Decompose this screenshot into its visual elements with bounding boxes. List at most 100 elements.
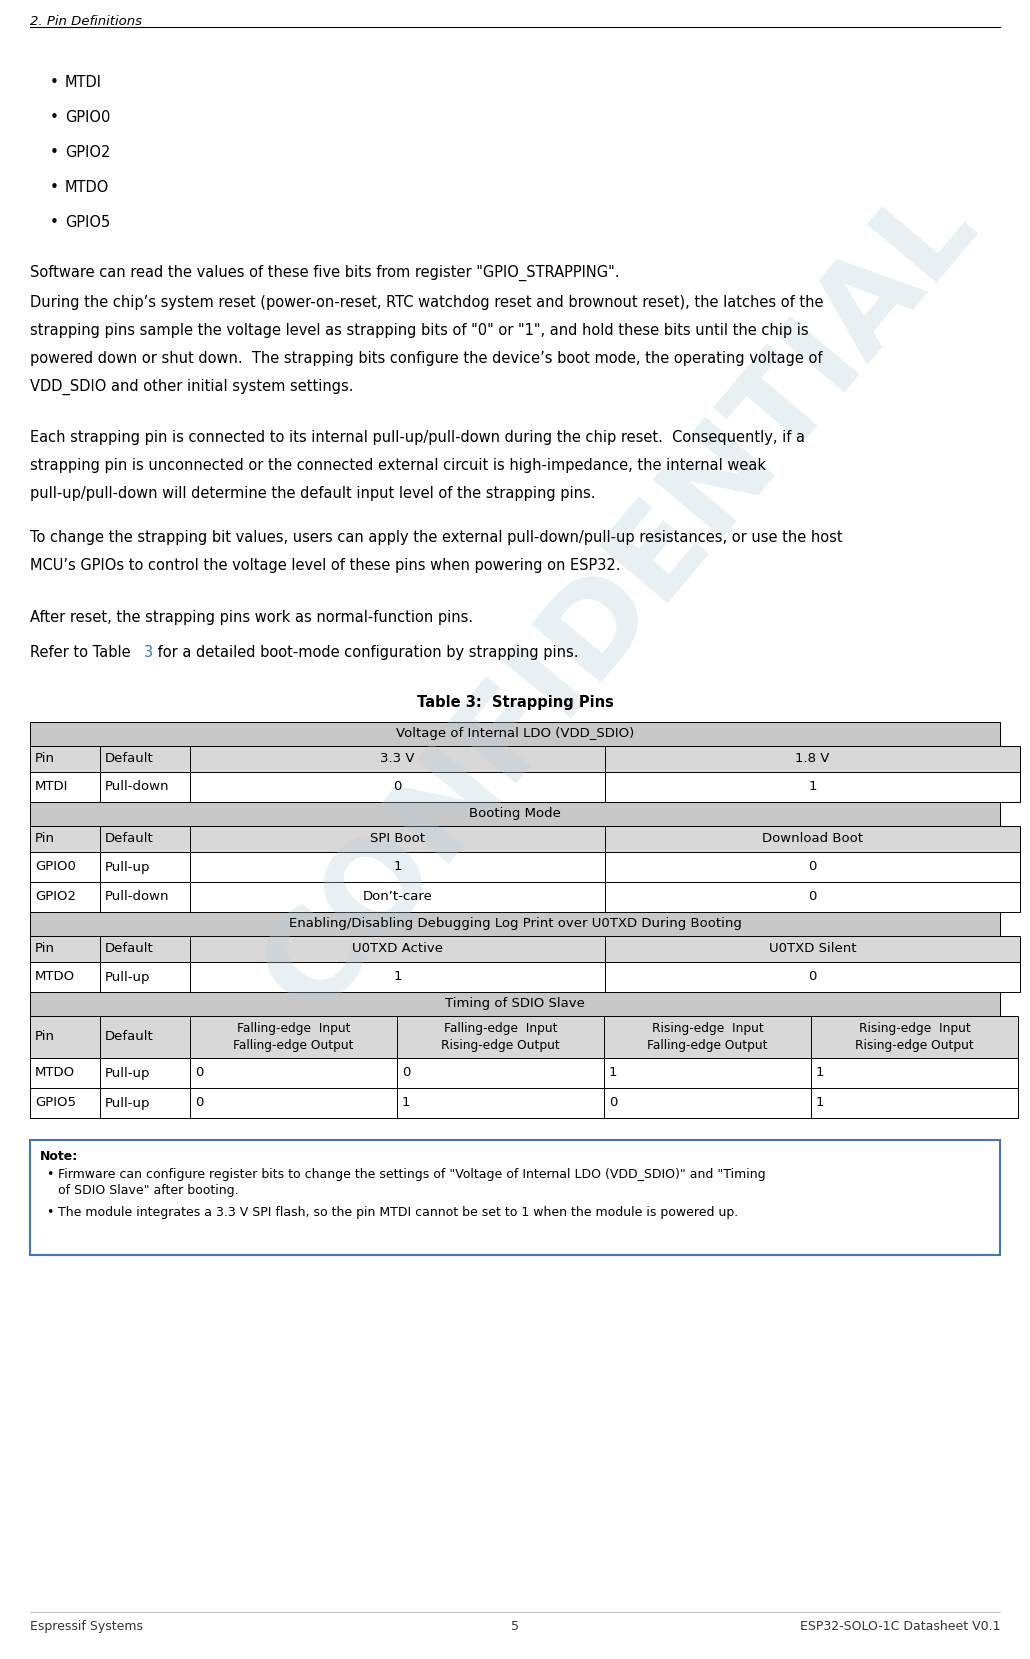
Bar bbox=[397, 1015, 604, 1058]
Bar bbox=[100, 883, 190, 912]
Text: of SDIO Slave" after booting.: of SDIO Slave" after booting. bbox=[58, 1185, 239, 1198]
Text: MTDI: MTDI bbox=[35, 780, 68, 793]
Bar bbox=[30, 853, 100, 883]
Bar bbox=[30, 747, 100, 771]
Text: MTDI: MTDI bbox=[65, 75, 102, 90]
Text: Table 3:  Strapping Pins: Table 3: Strapping Pins bbox=[416, 695, 614, 710]
Bar bbox=[605, 826, 1020, 853]
Text: Pull-down: Pull-down bbox=[105, 891, 170, 904]
Bar bbox=[397, 1058, 604, 1088]
Bar bbox=[811, 1058, 1018, 1088]
Bar bbox=[190, 1015, 397, 1058]
Bar bbox=[30, 992, 1000, 1015]
Bar bbox=[604, 1058, 811, 1088]
Text: Don’t-care: Don’t-care bbox=[363, 891, 433, 904]
Text: Enabling/Disabling Debugging Log Print over U0TXD During Booting: Enabling/Disabling Debugging Log Print o… bbox=[288, 917, 742, 931]
Bar bbox=[190, 1088, 397, 1118]
Bar bbox=[190, 853, 605, 883]
Text: powered down or shut down.  The strapping bits configure the device’s boot mode,: powered down or shut down. The strapping… bbox=[30, 352, 823, 367]
Text: 0: 0 bbox=[809, 861, 817, 874]
Bar bbox=[100, 826, 190, 853]
Bar bbox=[100, 936, 190, 962]
Text: Pull-up: Pull-up bbox=[105, 861, 150, 874]
Bar bbox=[190, 1058, 397, 1088]
Bar bbox=[30, 722, 1000, 747]
Bar bbox=[811, 1015, 1018, 1058]
Bar bbox=[190, 747, 605, 771]
Bar bbox=[30, 853, 100, 883]
Bar bbox=[605, 826, 1020, 853]
Bar bbox=[604, 1015, 811, 1058]
Bar bbox=[605, 936, 1020, 962]
Text: GPIO2: GPIO2 bbox=[65, 144, 110, 159]
Bar bbox=[100, 1058, 190, 1088]
Bar bbox=[190, 1058, 397, 1088]
Bar bbox=[30, 883, 100, 912]
Bar bbox=[397, 1088, 604, 1118]
Bar bbox=[30, 771, 100, 801]
Bar bbox=[30, 1058, 100, 1088]
Text: Rising-edge  Input
Rising-edge Output: Rising-edge Input Rising-edge Output bbox=[855, 1022, 974, 1052]
Bar bbox=[30, 962, 100, 992]
Bar bbox=[30, 771, 100, 801]
Bar bbox=[604, 1088, 811, 1118]
Text: Default: Default bbox=[105, 1030, 153, 1044]
Text: Pull-up: Pull-up bbox=[105, 1067, 150, 1080]
Text: 0: 0 bbox=[609, 1097, 617, 1110]
Bar bbox=[190, 826, 605, 853]
Text: 1.8 V: 1.8 V bbox=[795, 753, 830, 765]
Bar bbox=[30, 1088, 100, 1118]
Bar bbox=[30, 992, 1000, 1015]
Text: 1: 1 bbox=[393, 971, 402, 984]
Text: •: • bbox=[50, 179, 59, 196]
Bar bbox=[605, 883, 1020, 912]
Text: MTDO: MTDO bbox=[35, 971, 75, 984]
Text: Each strapping pin is connected to its internal pull-up/pull-down during the chi: Each strapping pin is connected to its i… bbox=[30, 430, 805, 445]
Text: 2. Pin Definitions: 2. Pin Definitions bbox=[30, 15, 142, 28]
Text: Default: Default bbox=[105, 942, 153, 956]
Bar bbox=[811, 1058, 1018, 1088]
Text: GPIO5: GPIO5 bbox=[35, 1097, 76, 1110]
Text: 0: 0 bbox=[195, 1097, 203, 1110]
Bar bbox=[605, 853, 1020, 883]
Bar bbox=[100, 962, 190, 992]
Bar bbox=[811, 1088, 1018, 1118]
Text: 1: 1 bbox=[809, 780, 817, 793]
Bar bbox=[100, 771, 190, 801]
Text: 0: 0 bbox=[809, 971, 817, 984]
Bar bbox=[30, 936, 100, 962]
Text: Note:: Note: bbox=[40, 1150, 78, 1163]
Bar bbox=[30, 1058, 100, 1088]
Text: 1: 1 bbox=[393, 861, 402, 874]
Text: •: • bbox=[50, 109, 59, 124]
Text: Booting Mode: Booting Mode bbox=[469, 808, 561, 821]
Bar bbox=[605, 962, 1020, 992]
Text: CONFIDENTIAL: CONFIDENTIAL bbox=[241, 164, 999, 1035]
Text: GPIO0: GPIO0 bbox=[65, 109, 110, 124]
Text: 0: 0 bbox=[393, 780, 402, 793]
Text: Falling-edge  Input
Rising-edge Output: Falling-edge Input Rising-edge Output bbox=[441, 1022, 560, 1052]
Text: GPIO2: GPIO2 bbox=[35, 891, 76, 904]
Text: •: • bbox=[50, 75, 59, 90]
Bar bbox=[190, 936, 605, 962]
Text: U0TXD Silent: U0TXD Silent bbox=[768, 942, 856, 956]
Bar bbox=[604, 1058, 811, 1088]
Bar bbox=[30, 826, 100, 853]
Text: Refer to Table: Refer to Table bbox=[30, 645, 135, 660]
Text: U0TXD Active: U0TXD Active bbox=[352, 942, 443, 956]
Bar bbox=[30, 801, 1000, 826]
Bar bbox=[30, 722, 1000, 747]
Bar bbox=[30, 936, 100, 962]
Text: Software can read the values of these five bits from register "GPIO_STRAPPING".: Software can read the values of these fi… bbox=[30, 265, 619, 282]
Bar bbox=[190, 883, 605, 912]
Bar bbox=[605, 747, 1020, 771]
Text: 3.3 V: 3.3 V bbox=[380, 753, 415, 765]
Text: MCU’s GPIOs to control the voltage level of these pins when powering on ESP32.: MCU’s GPIOs to control the voltage level… bbox=[30, 557, 620, 572]
Text: 1: 1 bbox=[609, 1067, 618, 1080]
Text: Pin: Pin bbox=[35, 833, 55, 846]
Text: Pull-up: Pull-up bbox=[105, 1097, 150, 1110]
Text: After reset, the strapping pins work as normal-function pins.: After reset, the strapping pins work as … bbox=[30, 611, 473, 625]
Bar bbox=[100, 771, 190, 801]
Text: 1: 1 bbox=[402, 1097, 411, 1110]
Bar bbox=[190, 771, 605, 801]
